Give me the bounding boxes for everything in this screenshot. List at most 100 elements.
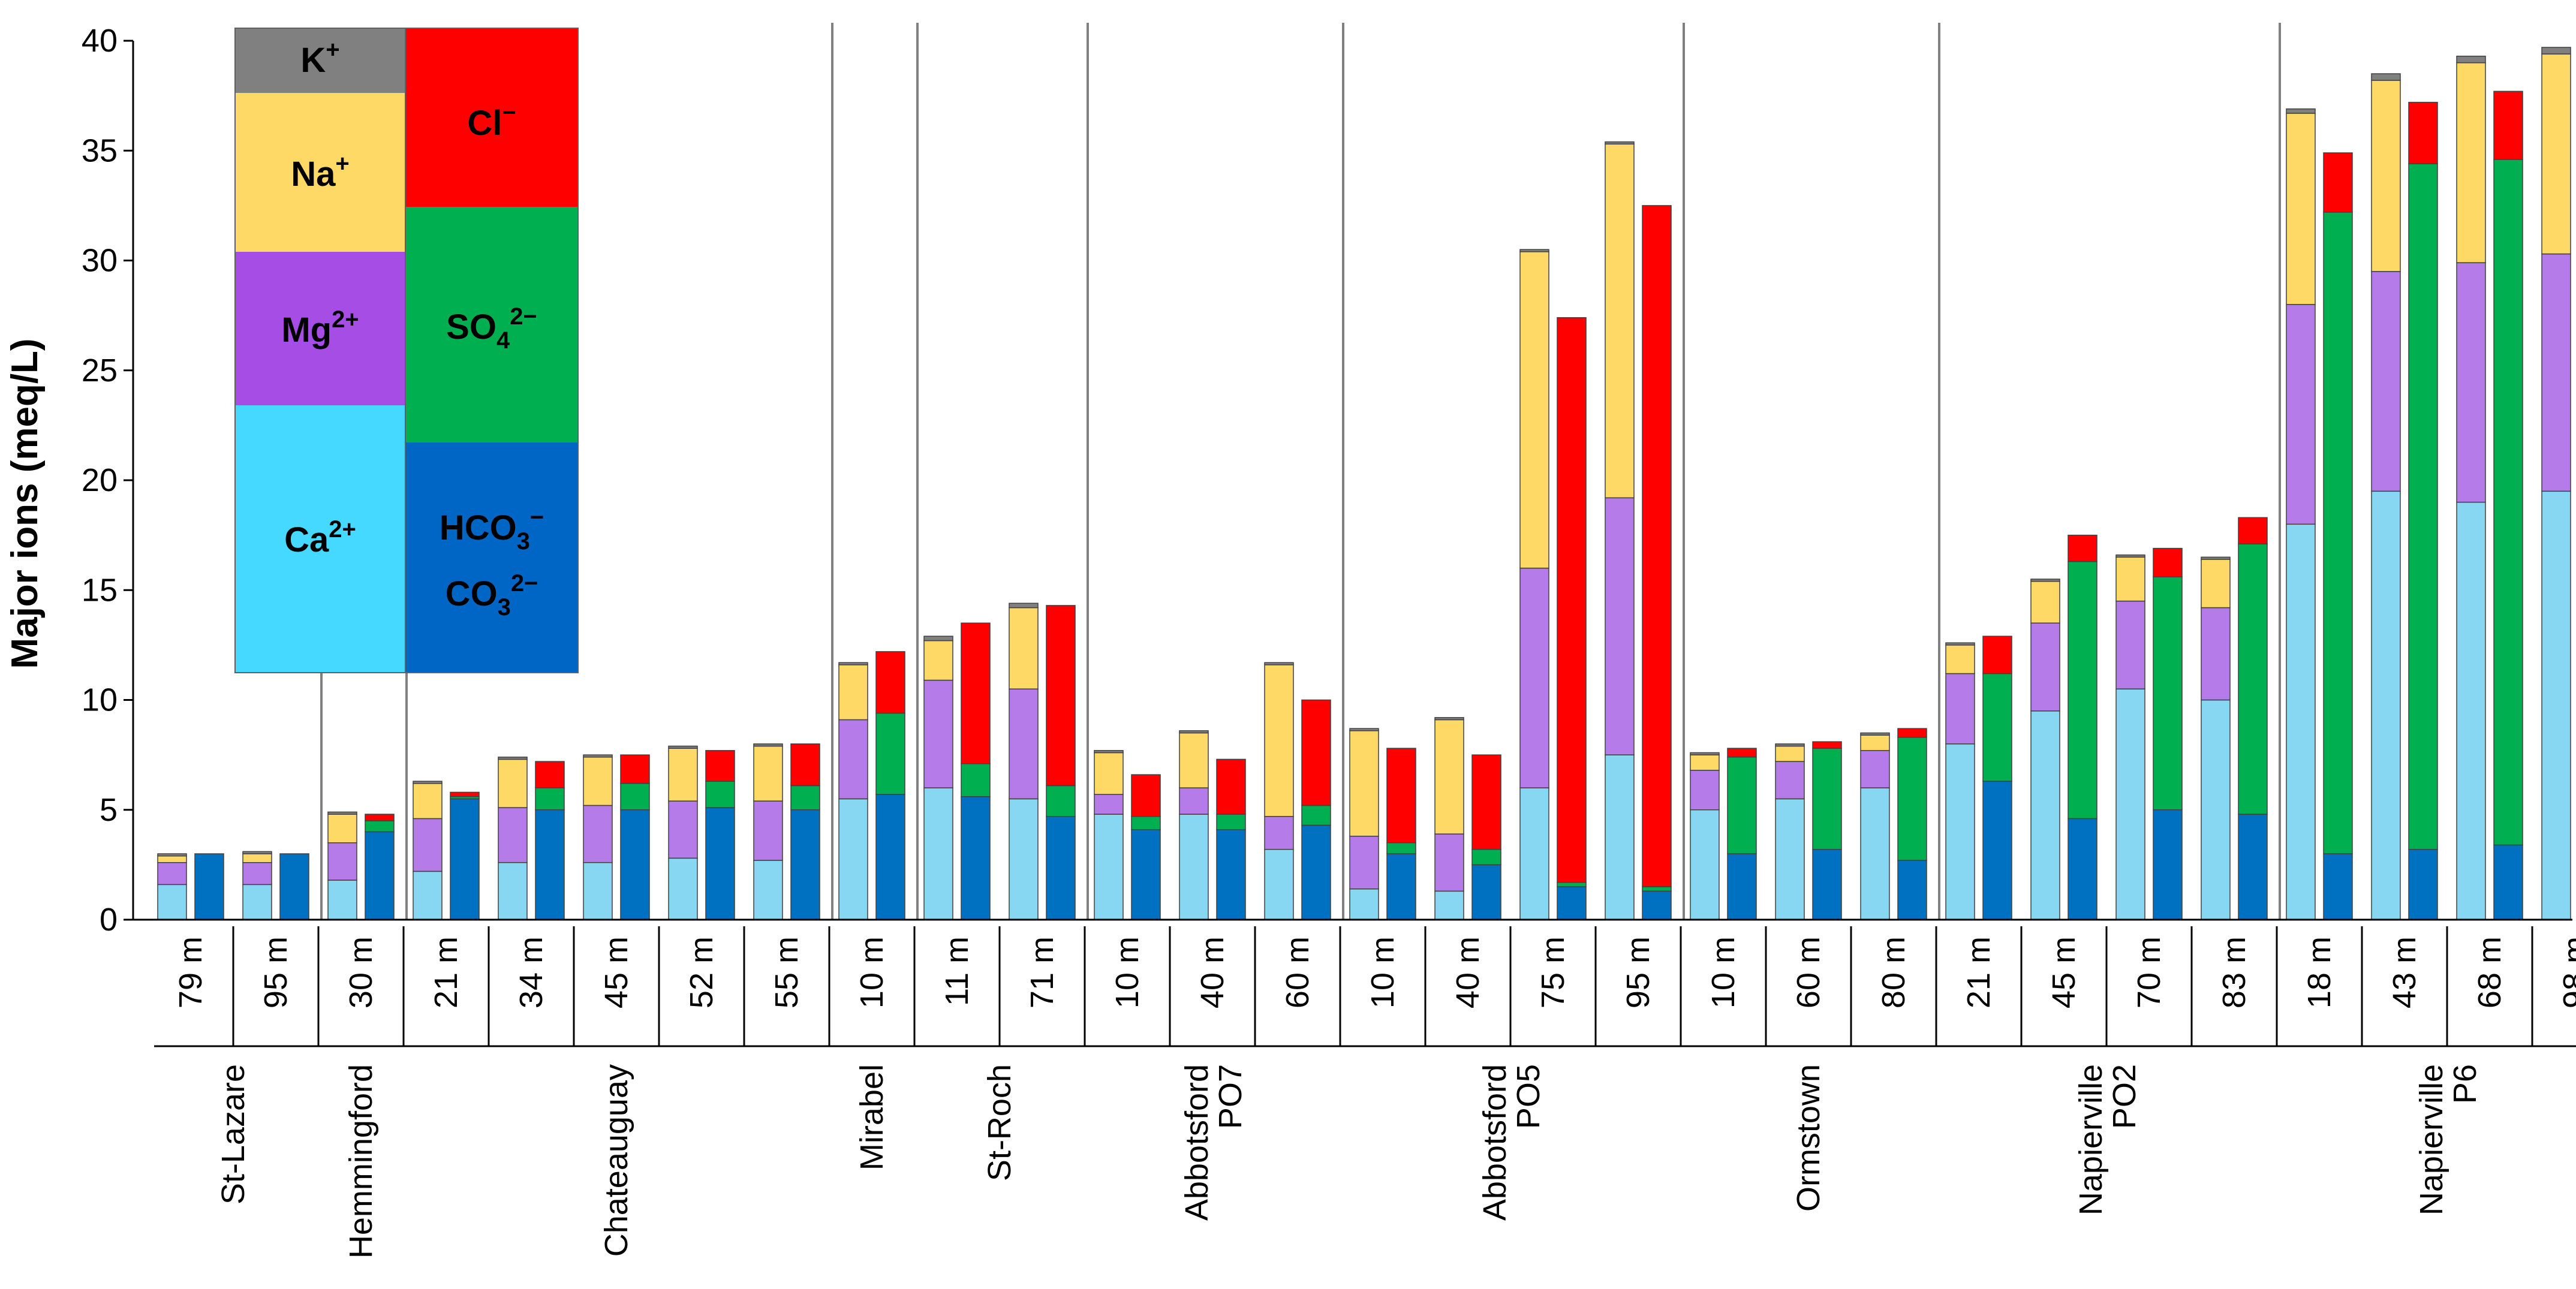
- bar-cation-ca: [1690, 809, 1720, 920]
- bar-cation-k: [2201, 556, 2231, 560]
- bar-anion-hco3: [2323, 853, 2353, 920]
- x-labels: 79 m 95 m St-Lazare 30 m Hemmingford 21 m 34 m…: [154, 926, 2576, 1258]
- bars: [157, 47, 2571, 920]
- bar-cation-na: [2286, 113, 2316, 305]
- legend-swatch-mg: [235, 252, 405, 405]
- bar-anion-hco3: [1386, 853, 1416, 920]
- bar-cation-ca: [1775, 798, 1805, 920]
- legend: K+ Na+ Mg2+ Ca2+ Cl− SO42− HCO3− CO32−: [234, 28, 579, 673]
- bar-anion-hco3: [450, 798, 480, 920]
- bar-anion-cl: [1642, 205, 1672, 887]
- bar-anion-hco3: [1216, 829, 1246, 920]
- bar-cation-k: [668, 745, 698, 749]
- bar-cation-k: [1349, 728, 1379, 731]
- legend-swatch-k: [235, 28, 405, 93]
- legend-swatch-so4: [405, 207, 578, 442]
- bar-anion-so4: [2238, 543, 2268, 815]
- site-name: Chateauguay: [598, 1064, 634, 1257]
- bar-anion-so4: [2493, 159, 2523, 846]
- bar-anion-cl: [620, 754, 650, 784]
- bar-cation-mg: [1349, 835, 1379, 890]
- bar-anion-so4: [1386, 842, 1416, 854]
- bar-cation-na: [1094, 752, 1124, 795]
- bar-anion-hco3: [1471, 864, 1501, 920]
- site-sub-label: P6: [2447, 1064, 2483, 1104]
- bar-cation-ca: [583, 862, 613, 920]
- bar-cation-ca: [1009, 798, 1039, 920]
- bar-anion-hco3: [194, 853, 224, 920]
- site-name: Napierville: [2414, 1064, 2449, 1215]
- legend-swatch-hco3: [405, 442, 578, 673]
- bar-cation-k: [1264, 662, 1294, 665]
- bar-anion-hco3: [2238, 814, 2268, 920]
- site-name: Ormstown: [1790, 1064, 1826, 1212]
- bar-cation-mg: [1009, 688, 1039, 800]
- site-separators: [320, 23, 2281, 920]
- bar-cation-na: [1605, 143, 1635, 499]
- bar-anion-hco3: [790, 809, 820, 920]
- bar-anion-cl: [2153, 547, 2183, 578]
- bar-cation-k: [413, 781, 443, 784]
- y-tick-label: 0: [100, 902, 118, 938]
- y-axis: 0 5 10 15 20 25 30 35 40: [82, 23, 134, 938]
- y-tick-label: 5: [100, 792, 118, 828]
- bar-anion-so4: [2153, 576, 2183, 811]
- bar-cation-na: [498, 758, 528, 808]
- bar-cation-ca: [2541, 490, 2571, 920]
- bar-anion-cl: [1471, 754, 1501, 850]
- depth-label: 10 m: [1365, 936, 1401, 1008]
- depth-label: 40 m: [1450, 936, 1486, 1008]
- bar-anion-cl: [1131, 774, 1161, 817]
- bar-cation-mg: [753, 800, 783, 861]
- bar-anion-cl: [1897, 728, 1927, 738]
- bar-cation-na: [923, 640, 953, 681]
- bar-anion-cl: [2323, 152, 2353, 213]
- bar-anion-so4: [961, 763, 991, 797]
- bar-cation-ca: [2201, 699, 2231, 920]
- bar-cation-na: [1775, 745, 1805, 762]
- bar-cation-k: [1945, 642, 1975, 646]
- bar-cation-k: [1860, 732, 1890, 736]
- bar-cation-na: [1264, 664, 1294, 817]
- depth-label: 95 m: [1620, 936, 1656, 1008]
- bar-cation-k: [157, 853, 187, 857]
- bar-cation-k: [2456, 55, 2486, 64]
- legend-label-cl: Cl−: [467, 100, 516, 143]
- bar-anion-hco3: [2153, 809, 2183, 920]
- bar-cation-mg: [413, 818, 443, 872]
- bar-anion-cl: [535, 761, 565, 788]
- y-tick-label: 30: [82, 243, 118, 279]
- bar-anion-cl: [705, 750, 735, 782]
- bar-cation-k: [1434, 717, 1464, 721]
- bar-cation-ca: [1094, 814, 1124, 920]
- bar-anion-cl: [1216, 758, 1246, 815]
- bar-cation-k: [2115, 554, 2145, 558]
- bar-cation-na: [413, 783, 443, 820]
- bar-anion-cl: [1982, 636, 2012, 674]
- bar-cation-ca: [923, 787, 953, 920]
- bar-cation-ca: [157, 884, 187, 920]
- bar-anion-so4: [1812, 748, 1842, 850]
- depth-label: 30 m: [343, 936, 379, 1008]
- bar-anion-so4: [2408, 163, 2438, 850]
- bar-cation-ca: [327, 880, 357, 920]
- depth-label: 60 m: [1280, 936, 1316, 1008]
- bar-cation-k: [2286, 108, 2316, 114]
- y-tick-label: 10: [82, 682, 118, 718]
- bar-anion-hco3: [1727, 853, 1757, 920]
- bar-anion-hco3: [279, 853, 309, 920]
- bar-anion-so4: [705, 781, 735, 808]
- legend-border: [234, 28, 579, 673]
- bar-cation-k: [1519, 249, 1549, 252]
- bar-anion-hco3: [1301, 824, 1331, 920]
- bar-cation-mg: [1264, 815, 1294, 850]
- bar-cation-ca: [2030, 710, 2060, 920]
- bar-cation-ca: [2371, 490, 2401, 920]
- depth-label: 52 m: [684, 936, 720, 1008]
- y-tick-label: 40: [82, 23, 118, 59]
- bar-anion-so4: [535, 787, 565, 811]
- legend-label-co3: CO32−: [446, 570, 538, 621]
- bar-anion-cl: [2408, 101, 2438, 164]
- bar-cation-ca: [1945, 743, 1975, 920]
- bar-cation-mg: [498, 807, 528, 863]
